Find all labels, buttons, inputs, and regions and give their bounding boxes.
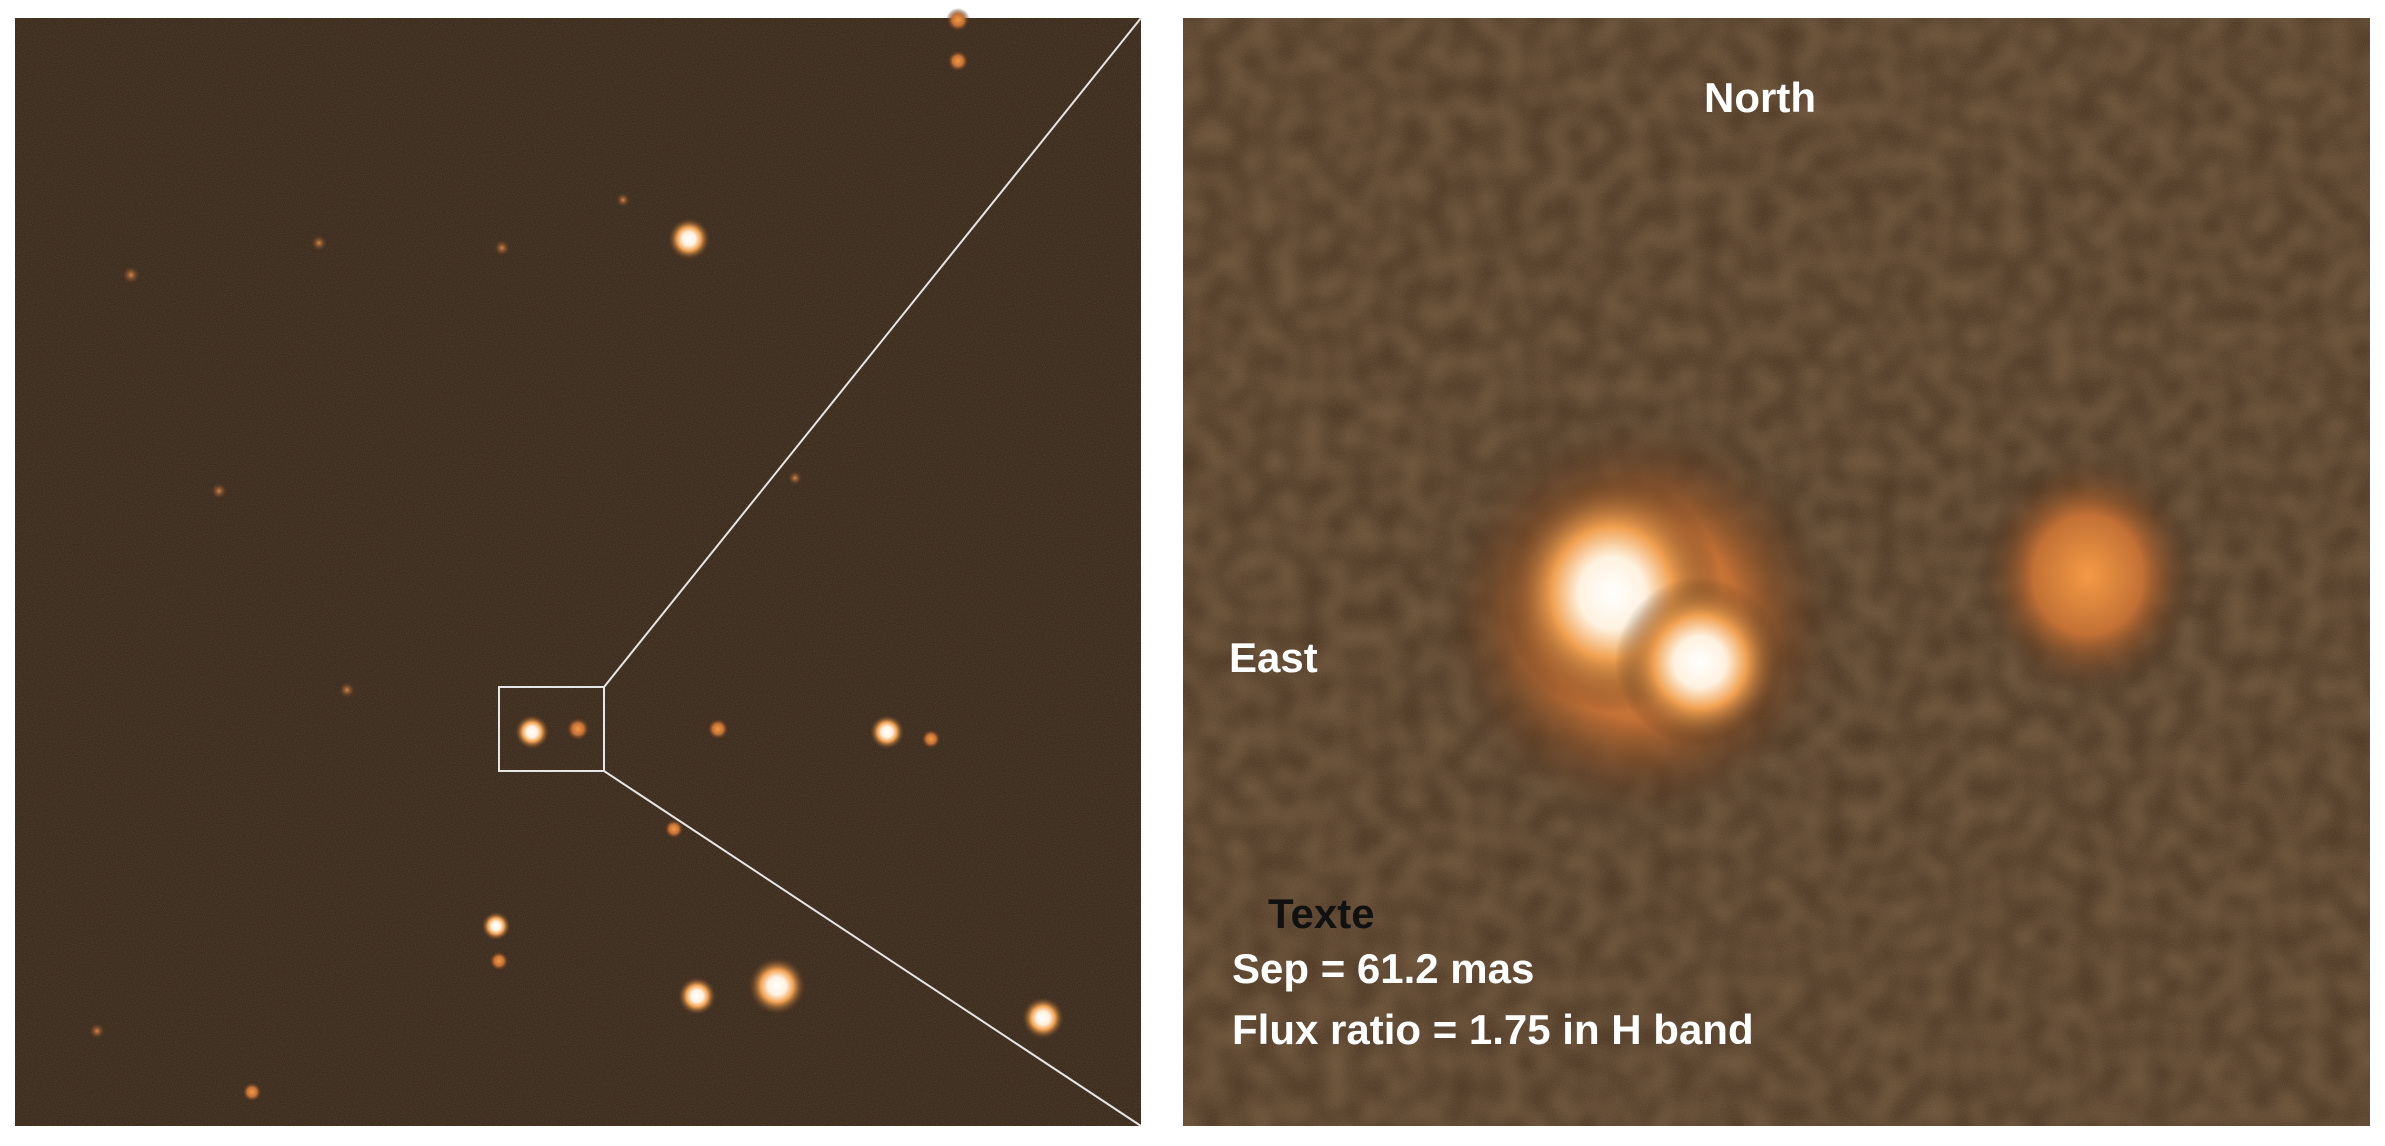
wide-field-image [15,8,1142,1127]
placeholder-label: Texte [1268,890,1375,937]
flux-ratio-label: Flux ratio = 1.75 in H band [1232,1006,1754,1053]
zoom-image: North East Texte Sep = 61.2 mas Flux rat… [1183,18,2370,1126]
separation-label: Sep = 61.2 mas [1232,945,1534,992]
zoom-line [603,17,1142,688]
east-label: East [1229,634,1318,681]
zoom-box [498,686,605,772]
stars [88,8,1065,1102]
north-label: North [1704,74,1816,121]
zoom-line [603,770,1142,1127]
